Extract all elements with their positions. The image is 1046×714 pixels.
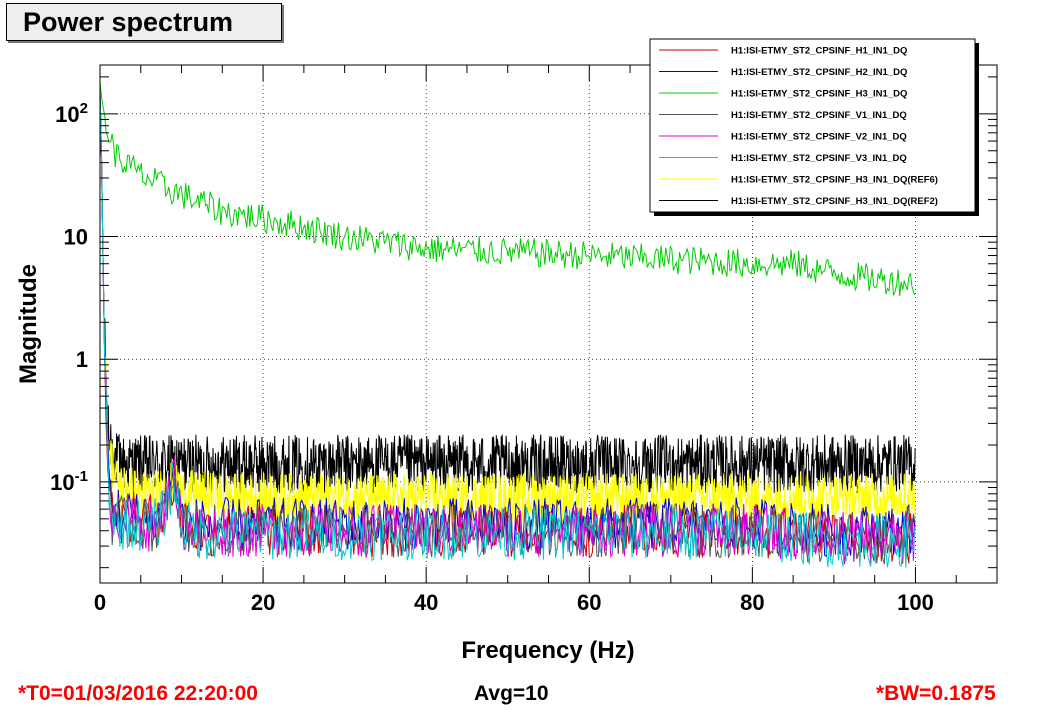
footer-t0: *T0=01/03/2016 22:20:00	[18, 682, 258, 705]
legend-label: H1:ISI-ETMY_ST2_CPSINF_V1_IN1_DQ	[731, 110, 907, 121]
y-tick-label: 1	[76, 347, 88, 372]
tick-labels: 0 20 40 60 80 100 10-1 1 10 102	[50, 100, 934, 615]
y-tick-label: 10-1	[50, 468, 88, 495]
legend-label: H1:ISI-ETMY_ST2_CPSINF_H2_IN1_DQ	[731, 67, 907, 78]
y-tick-exponent: -1	[75, 468, 88, 485]
legend-box	[649, 38, 976, 213]
legend-label: H1:ISI-ETMY_ST2_CPSINF_H3_IN1_DQ	[731, 89, 907, 100]
legend-label: H1:ISI-ETMY_ST2_CPSINF_V2_IN1_DQ	[731, 132, 907, 143]
grid	[99, 65, 997, 583]
y-tick-label: 102	[55, 100, 88, 127]
x-axis-title: Frequency (Hz)	[461, 637, 634, 664]
legend-label: H1:ISI-ETMY_ST2_CPSINF_H1_IN1_DQ	[731, 46, 907, 57]
series-line	[99, 92, 916, 568]
x-tick-label: 20	[251, 590, 275, 615]
x-tick-label: 80	[740, 590, 764, 615]
footer-bw: *BW=0.1875	[876, 682, 996, 705]
y-tick-label: 10	[64, 225, 88, 250]
legend-label: H1:ISI-ETMY_ST2_CPSINF_H3_IN1_DQ(REF2)	[731, 196, 938, 207]
legend: H1:ISI-ETMY_ST2_CPSINF_H1_IN1_DQ H1:ISI-E…	[649, 38, 979, 216]
series-line	[99, 82, 916, 296]
ticks	[99, 65, 998, 583]
series-line	[99, 92, 916, 565]
series-line	[99, 92, 916, 565]
legend-label: H1:ISI-ETMY_ST2_CPSINF_V3_IN1_DQ	[731, 153, 907, 164]
chart-title: Power spectrum	[6, 3, 282, 41]
y-axis-title: Magnitude	[15, 264, 42, 384]
y-tick-exponent: 2	[80, 100, 88, 117]
legend-label: H1:ISI-ETMY_ST2_CPSINF_H3_IN1_DQ(REF6)	[731, 175, 938, 186]
series-layer	[99, 82, 916, 568]
x-tick-label: 100	[897, 590, 934, 615]
x-tick-label: 40	[414, 590, 438, 615]
x-tick-label: 0	[94, 590, 106, 615]
x-tick-label: 60	[577, 590, 601, 615]
footer-avg: Avg=10	[474, 682, 549, 705]
